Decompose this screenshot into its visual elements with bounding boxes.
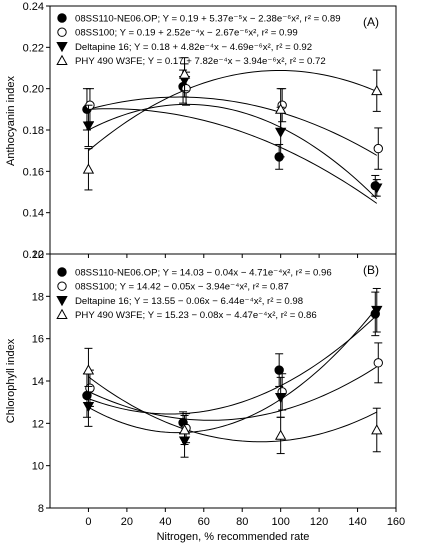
fit-curve-b-2	[88, 307, 378, 434]
legend-marker	[56, 42, 68, 53]
x-tick-label: 140	[348, 516, 366, 528]
data-point	[371, 183, 383, 194]
series-a-3	[82, 57, 383, 191]
data-point	[373, 143, 383, 154]
data-point	[82, 163, 95, 174]
legend-entry: 08SS110-NE06.OP; Y = 14.03 − 0.04x − 4.7…	[75, 268, 332, 279]
data-point	[178, 68, 191, 79]
y-tick-label-a: 0.12	[23, 249, 44, 261]
fit-curve-a-3	[88, 69, 377, 152]
fit-curve-b-3	[88, 376, 378, 443]
y-tick-label-b: 18	[32, 291, 44, 303]
y-tick-label-b: 10	[32, 461, 44, 473]
data-point	[82, 364, 95, 375]
panel-b: (B) Chlorophyll index Nitrogen, % recomm…	[5, 249, 405, 543]
y-tick-label-b: 20	[32, 249, 44, 261]
x-axis-label: Nitrogen, % recommended rate	[157, 531, 310, 543]
fit-curve-a-0	[88, 108, 378, 204]
y-tick-label-b: 12	[32, 418, 44, 430]
legend-entry: PHY 490 W3FE; Y = 0.17 + 7.82e⁻⁴x − 3.94…	[75, 56, 326, 67]
x-tick-label: 160	[387, 516, 405, 528]
legend-entry: Deltapine 16; Y = 0.18 + 4.82e⁻⁴x − 4.69…	[75, 42, 312, 53]
y-tick-label-a: 0.20	[23, 84, 44, 96]
legend-marker	[57, 13, 67, 23]
data-point	[274, 103, 287, 114]
legend-entry: 08SS110-NE06.OP; Y = 0.19 + 5.37e⁻⁵x − 2…	[75, 14, 341, 25]
legend-a: 08SS110-NE06.OP; Y = 0.19 + 5.37e⁻⁵x − 2…	[56, 13, 341, 67]
y-tick-label-a: 0.18	[23, 125, 44, 137]
x-tick-label: 40	[159, 516, 171, 528]
x-tick-label: 0	[85, 516, 91, 528]
y-tick-label-b: 14	[32, 376, 44, 388]
legend-marker	[57, 267, 67, 277]
panel-a: (A) Anthocyanin index 0.12 0.14 0.16 0.18 0.…	[5, 1, 397, 261]
x-tick-label: 20	[121, 516, 133, 528]
legend-b: 08SS110-NE06.OP; Y = 14.03 − 0.04x − 4.7…	[56, 267, 332, 321]
series-b-1	[85, 342, 383, 444]
y-tick-label-a: 0.22	[23, 42, 44, 54]
data-point	[371, 305, 383, 317]
data-point	[274, 429, 287, 440]
x-tick-label: 60	[198, 516, 210, 528]
legend-marker	[57, 281, 67, 291]
series-b-3	[82, 347, 383, 455]
legend-entry: Deltapine 16; Y = 13.55 − 0.06x − 6.44e⁻…	[75, 296, 303, 307]
panel-label-b: (B)	[363, 263, 379, 277]
legend-entry: PHY 490 W3FE; Y = 15.23 − 0.08x − 4.47e⁻…	[75, 310, 317, 321]
data-point	[181, 83, 191, 94]
data-point	[85, 383, 95, 393]
legend-entry: 08SS100; Y = 14.42 − 0.05x − 3.94e⁻⁴x², …	[75, 282, 289, 293]
y-tick-label-a: 0.16	[23, 166, 44, 178]
fit-curve-b-1	[88, 366, 378, 421]
x-tick-label: 120	[310, 516, 328, 528]
fit-curve-a-1	[88, 96, 378, 156]
y-tick-label-a: 0.24	[23, 1, 44, 13]
y-tick-label-b: 8	[38, 503, 44, 515]
panel-label-a: (A)	[363, 15, 379, 29]
fit-curve-a-2	[88, 103, 378, 200]
legend-entry: 08SS100; Y = 0.19 + 2.52e⁻⁴x − 2.67e⁻⁶x²…	[75, 28, 298, 39]
series-a-2	[82, 63, 383, 197]
y-axis-label-b: Chlorophyll index	[5, 338, 17, 423]
data-point	[371, 84, 383, 96]
legend-marker	[56, 308, 68, 319]
data-point	[82, 121, 95, 132]
legend-marker	[56, 54, 68, 65]
y-tick-label-a: 0.14	[23, 208, 44, 220]
legend-marker	[57, 27, 67, 37]
legend-marker	[56, 296, 68, 307]
x-tick-label: 80	[236, 516, 248, 528]
data-point	[371, 424, 383, 435]
y-tick-label-b: 16	[32, 334, 44, 346]
data-point	[178, 424, 191, 435]
x-tick-label: 100	[271, 516, 289, 528]
data-point	[373, 358, 383, 368]
data-point	[274, 365, 284, 375]
data-point	[274, 392, 287, 404]
series-a-1	[85, 71, 383, 170]
data-point	[82, 402, 95, 413]
y-axis-label-a: Anthocyanin index	[5, 76, 17, 166]
fit-curve-b-0	[88, 314, 378, 415]
